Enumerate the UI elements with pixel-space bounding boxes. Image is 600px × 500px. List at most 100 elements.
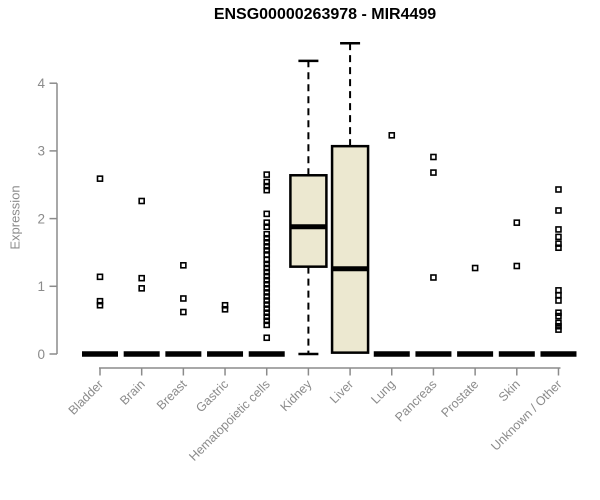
x-tick-label: Kidney <box>278 377 315 414</box>
outlier-point <box>555 207 562 214</box>
outlier-point <box>263 268 271 276</box>
outlier-point <box>263 243 271 250</box>
collapsed-box-median <box>415 351 452 357</box>
outlier-point <box>263 238 271 246</box>
y-tick-label: 0 <box>37 347 45 362</box>
x-tick-label: Breast <box>154 377 190 413</box>
outlier-point <box>555 186 562 193</box>
outlier-point <box>263 305 271 312</box>
y-tick-label: 3 <box>37 144 45 159</box>
outlier-point <box>263 182 271 190</box>
outlier-point <box>96 273 104 281</box>
x-tick-label: Pancreas <box>392 377 439 424</box>
boxplot-liver <box>330 42 370 354</box>
outlier-point <box>555 297 562 304</box>
outlier-point <box>263 301 271 308</box>
outlier-point <box>513 262 521 270</box>
outlier-point <box>388 132 396 139</box>
outlier-point <box>263 289 271 296</box>
outlier-point <box>513 219 521 226</box>
outlier-point <box>221 301 229 309</box>
boxplot-brain <box>123 197 160 357</box>
collapsed-box-median <box>165 351 202 357</box>
x-tick-label: Hematopoietic cells <box>186 377 273 464</box>
outlier-point <box>430 274 437 281</box>
outlier-point <box>555 309 562 317</box>
collapsed-box-median <box>373 351 410 357</box>
collapsed-box-median <box>207 351 244 357</box>
y-tick-label: 4 <box>37 76 45 91</box>
collapsed-box-median <box>82 351 118 357</box>
outlier-point <box>180 308 187 316</box>
x-tick-label: Lung <box>368 377 398 407</box>
outlier-point <box>263 223 271 231</box>
x-tick-label: Bladder <box>66 377 106 417</box>
collapsed-box-median <box>248 351 285 357</box>
boxplot-breast <box>165 262 202 357</box>
outlier-point <box>263 256 271 264</box>
outlier-point <box>263 272 271 280</box>
outlier-point <box>263 219 271 226</box>
boxplot-gastric <box>207 301 244 357</box>
outlier-point <box>555 244 562 252</box>
outlier-point <box>263 297 271 304</box>
outlier-point <box>180 262 187 269</box>
outlier-point <box>430 169 437 176</box>
outlier-point <box>263 317 271 325</box>
outlier-point <box>96 297 104 305</box>
outlier-point <box>221 306 229 313</box>
y-tick-label: 2 <box>37 211 45 226</box>
boxplot-bladder <box>82 175 118 357</box>
outlier-point <box>555 233 562 241</box>
outlier-point <box>263 334 271 342</box>
x-tick-label: Gastric <box>193 377 231 415</box>
outlier-point <box>263 178 271 186</box>
iqr-box <box>330 144 370 354</box>
outlier-point <box>555 312 562 320</box>
collapsed-box-median <box>540 351 577 357</box>
outlier-point <box>555 326 562 333</box>
outlier-point <box>263 247 271 254</box>
y-axis: 0 1 2 3 4 <box>37 76 58 362</box>
outlier-point <box>263 264 271 272</box>
outlier-point <box>555 322 562 330</box>
outlier-point <box>263 251 271 258</box>
boxplot-pancreas <box>415 153 452 357</box>
outlier-point <box>138 197 145 205</box>
boxplot-lung <box>373 132 410 357</box>
outlier-point <box>263 260 271 268</box>
x-tick-label: Prostate <box>438 377 481 420</box>
x-tick-label: Liver <box>327 377 356 406</box>
outlier-point <box>263 234 271 242</box>
outlier-point <box>263 186 271 194</box>
boxplot-hematopoietic-cells <box>248 171 285 357</box>
outlier-point <box>555 291 562 299</box>
x-tick-label: Skin <box>496 377 523 404</box>
outlier-point <box>430 153 437 161</box>
outlier-point <box>263 313 271 321</box>
outlier-point <box>263 210 271 218</box>
chart-title: ENSG00000263978 - MIR4499 <box>213 6 437 23</box>
outlier-point <box>555 319 562 327</box>
outlier-point <box>180 295 187 302</box>
outlier-point <box>263 171 271 178</box>
outlier-point <box>263 309 271 317</box>
boxplot-skin <box>498 219 535 357</box>
outlier-point <box>471 264 479 272</box>
outlier-point <box>263 276 271 284</box>
y-axis-label: Expression <box>7 185 23 250</box>
x-tick-label: Unknown / Other <box>488 377 564 453</box>
collapsed-box-median <box>498 351 535 357</box>
boxplot-prostate <box>457 264 494 357</box>
x-tick-label: Brain <box>117 377 148 408</box>
y-tick-label: 1 <box>37 279 45 294</box>
outlier-point <box>96 175 104 182</box>
iqr-box <box>289 174 328 268</box>
boxplot-unknown-other <box>540 186 577 357</box>
collapsed-box-median <box>123 351 160 357</box>
outlier-point <box>138 285 145 292</box>
outlier-point <box>555 240 562 247</box>
outlier-point <box>263 293 271 300</box>
boxplot-kidney <box>289 59 328 356</box>
outlier-point <box>263 230 271 238</box>
